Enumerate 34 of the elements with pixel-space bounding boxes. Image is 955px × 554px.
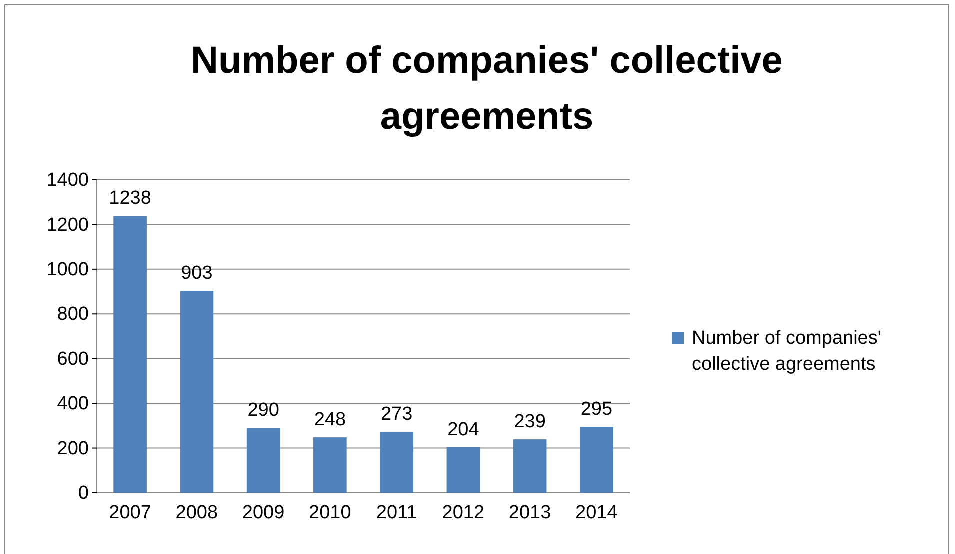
chart-title: Number of companies' collective agreements (191, 40, 783, 138)
x-tick-label: 2008 (176, 502, 218, 524)
y-tick-label: 1400 (46, 170, 89, 192)
data-label: 248 (314, 410, 346, 431)
legend-label: Number of companies' collective agreements (692, 328, 882, 375)
x-tick-label: 2014 (576, 502, 618, 524)
data-label: 239 (514, 412, 546, 433)
bar (446, 447, 480, 493)
data-label: 290 (248, 400, 280, 422)
data-label: 204 (448, 419, 480, 440)
bar (114, 216, 147, 493)
y-tick-label: 1000 (46, 260, 89, 281)
bar (246, 428, 280, 493)
x-tick-label: 2010 (309, 502, 352, 524)
bar (180, 291, 214, 493)
data-label: 295 (580, 399, 613, 420)
bar (380, 432, 414, 493)
y-tick-label: 0 (78, 483, 89, 504)
x-tick-label: 2011 (376, 502, 418, 524)
x-tick-label: 2007 (109, 502, 152, 524)
y-tick-label: 600 (57, 348, 89, 370)
bar (580, 427, 614, 493)
y-tick-label: 200 (57, 438, 89, 460)
bar (513, 440, 547, 493)
data-label: 903 (181, 263, 213, 284)
x-tick-label: 2012 (442, 502, 485, 524)
y-tick-label: 800 (57, 304, 89, 326)
y-tick-label: 400 (57, 394, 89, 415)
x-tick-label: 2009 (242, 502, 285, 524)
data-label: 1238 (109, 188, 152, 210)
y-tick-label: 1200 (46, 214, 89, 236)
x-tick-label: 2013 (508, 502, 552, 524)
bar (314, 438, 347, 493)
data-label: 273 (380, 404, 413, 425)
